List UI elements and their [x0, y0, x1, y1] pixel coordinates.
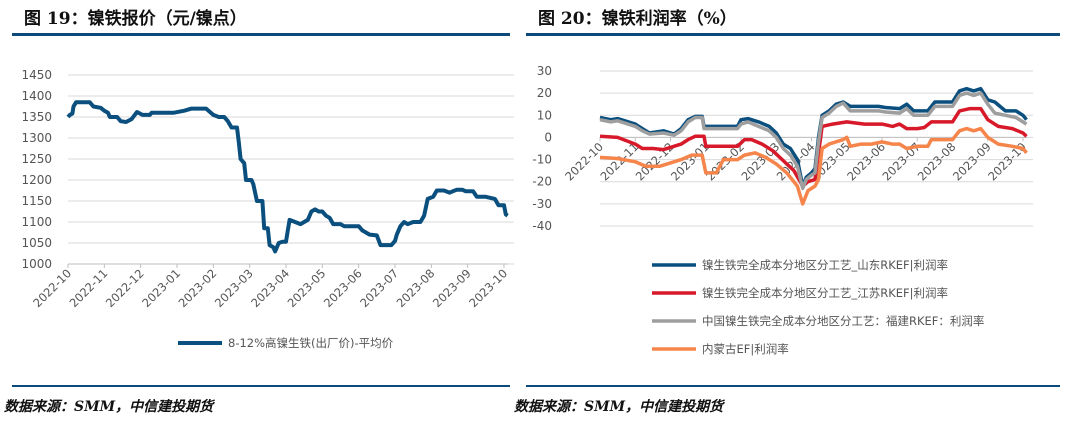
y-tick-label: 1050 [21, 236, 52, 250]
y-tick-label: -30 [532, 197, 552, 211]
legend-label: 中国镍生铁完全成本分地区分工艺：福建RKEF：利润率 [702, 314, 984, 328]
y-tick-label: -40 [532, 219, 552, 233]
title-rule-right [526, 33, 1060, 36]
source-note-left: 数据来源：SMM，中信建投期货 [4, 399, 214, 415]
series-line-4 [599, 126, 1028, 206]
title-rule-left [12, 33, 510, 36]
source-note-right: 数据来源：SMM，中信建投期货 [514, 399, 724, 415]
x-tick-label: 2023-03 [212, 266, 256, 310]
series-line-2 [599, 106, 1028, 188]
figure-19-title: 图 19：镍铁报价（元/镍点） [24, 9, 247, 29]
x-tick-label: 2023-07 [357, 266, 401, 310]
x-tick-label: 2023-08 [394, 266, 438, 310]
x-tick-label: 2022-10 [30, 266, 74, 310]
x-tick-label: 2023-04 [248, 266, 292, 310]
x-tick-label: 2022-12 [103, 266, 147, 310]
x-tick-label: 2023-09 [430, 266, 474, 310]
y-tick-label: 20 [537, 86, 552, 100]
figure-20-title: 图 20：镍铁利润率（%） [538, 9, 737, 29]
x-tick-label: 2023-06 [321, 266, 365, 310]
y-tick-label: 1200 [21, 173, 52, 187]
y-tick-label: -20 [532, 175, 552, 189]
series-line-3 [599, 91, 1028, 191]
y-tick-label: 1250 [21, 152, 52, 166]
y-tick-label: 1000 [21, 257, 52, 271]
y-tick-label: 0 [544, 130, 552, 144]
y-tick-label: 1350 [21, 110, 52, 124]
y-tick-label: 1450 [21, 68, 52, 82]
x-tick-label: 2023-05 [285, 266, 329, 310]
legend-label: 镍生铁完全成本分地区分工艺_江苏RKEF|利润率 [702, 286, 948, 300]
y-tick-label: 1400 [21, 89, 52, 103]
source-rule-left [12, 385, 510, 387]
y-tick-label: 30 [537, 64, 552, 78]
legend-label: 内蒙古EF|利润率 [702, 342, 789, 356]
y-tick-label: 1150 [21, 194, 52, 208]
series-line-1 [66, 100, 509, 254]
y-tick-label: 1100 [21, 215, 52, 229]
x-tick-label: 2023-10 [466, 266, 510, 310]
y-tick-label: 1300 [21, 131, 52, 145]
y-tick-label: -10 [532, 153, 552, 167]
legend-label: 镍生铁完全成本分地区分工艺_山东RKEF|利润率 [702, 258, 948, 272]
source-rule-right [526, 385, 1060, 387]
legend-label: 8-12%高镍生铁(出厂价)-平均价 [228, 336, 394, 350]
x-tick-label: 2023-01 [139, 266, 183, 310]
y-tick-label: 10 [537, 108, 552, 122]
x-tick-label: 2023-02 [176, 266, 220, 310]
x-tick-label: 2022-11 [67, 266, 111, 310]
